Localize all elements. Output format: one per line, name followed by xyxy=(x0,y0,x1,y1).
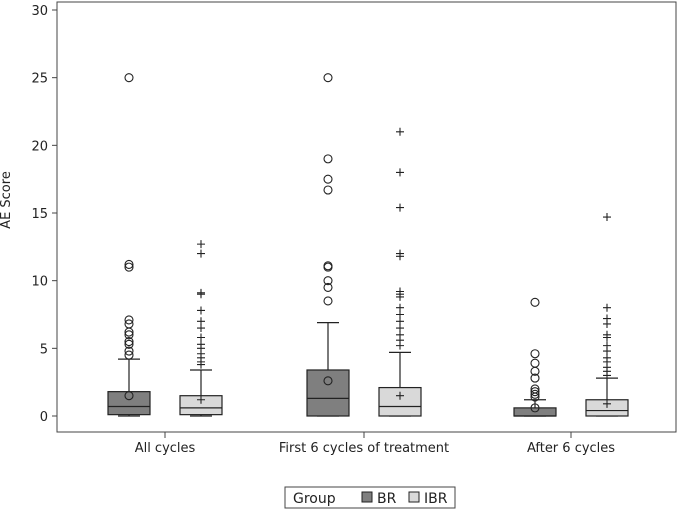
outlier-point xyxy=(396,203,404,212)
outlier-point xyxy=(530,389,540,399)
boxes xyxy=(107,322,629,417)
outlier-point xyxy=(530,373,540,383)
outlier-point xyxy=(197,324,205,333)
box-br-1 xyxy=(107,358,151,417)
outlier-point xyxy=(396,303,404,312)
box-ibr-2 xyxy=(378,351,422,417)
outlier-point xyxy=(603,303,611,312)
outlier-point xyxy=(396,127,404,136)
y-tick-label: 25 xyxy=(31,72,48,87)
legend-entries: BR IBR xyxy=(361,491,448,507)
x-tick-label: All cycles xyxy=(135,441,196,456)
outlier-point xyxy=(396,168,404,177)
outlier-point xyxy=(396,287,404,296)
outlier-point xyxy=(124,315,134,325)
outlier-point xyxy=(124,337,134,347)
outlier-point xyxy=(603,330,611,339)
x-tick-label: First 6 cycles of treatment xyxy=(279,441,449,456)
x-tick-label: After 6 cycles xyxy=(527,441,615,456)
outlier-point xyxy=(323,154,333,164)
outlier-point xyxy=(197,240,205,249)
x-axis: All cycles First 6 cycles of treatment Aft… xyxy=(135,432,615,456)
legend: Group BR IBR xyxy=(284,486,456,509)
outlier-point xyxy=(603,314,611,323)
legend-label: IBR xyxy=(424,491,448,507)
outlier-point xyxy=(396,249,404,258)
y-tick-label: 5 xyxy=(40,342,48,357)
outlier-point xyxy=(530,349,540,359)
outlier-point xyxy=(124,339,134,349)
legend-title: Group xyxy=(293,491,336,507)
outlier-point xyxy=(323,73,333,83)
plot-frame xyxy=(56,1,677,433)
outlier-point xyxy=(197,288,205,297)
box-br-3 xyxy=(513,399,557,417)
legend-label: BR xyxy=(377,491,397,507)
plot-area xyxy=(56,1,677,433)
outlier-point xyxy=(530,384,540,394)
outlier-point xyxy=(323,296,333,306)
outlier-point xyxy=(197,340,205,349)
y-tick-label: 30 xyxy=(31,4,48,19)
mean-marker xyxy=(396,391,404,400)
outlier-point xyxy=(323,261,333,271)
outlier-point xyxy=(396,324,404,333)
outlier-point xyxy=(603,341,611,350)
box-ibr-3 xyxy=(585,377,629,417)
box-body xyxy=(107,391,151,416)
outlier-point xyxy=(197,306,205,315)
outlier-point xyxy=(197,333,205,342)
mean-marker xyxy=(124,391,134,401)
outlier-point xyxy=(396,317,404,326)
outlier-point xyxy=(396,330,404,339)
mean-marker xyxy=(323,376,333,386)
outlier-point xyxy=(124,346,134,356)
outlier-point xyxy=(603,213,611,222)
box-ibr-1 xyxy=(179,369,223,417)
y-tick-label: 0 xyxy=(40,410,48,425)
outlier-point xyxy=(124,73,134,83)
mean-marker xyxy=(530,403,540,413)
mean-marker xyxy=(603,399,611,408)
outlier-point xyxy=(197,317,205,326)
legend-swatch xyxy=(361,491,373,503)
outlier-point xyxy=(197,249,205,258)
y-tick-label: 15 xyxy=(31,207,48,222)
outlier-point xyxy=(530,358,540,368)
outlier-point xyxy=(396,310,404,319)
box-br-2 xyxy=(306,322,350,417)
box-body xyxy=(585,399,629,417)
outlier-point xyxy=(323,185,333,195)
outlier-point xyxy=(323,174,333,184)
outliers xyxy=(124,73,611,402)
box-body xyxy=(378,386,422,417)
box-body xyxy=(306,369,350,417)
mean-marker xyxy=(197,395,205,404)
outlier-point xyxy=(603,353,611,362)
outlier-point xyxy=(530,387,540,397)
outlier-point xyxy=(530,297,540,307)
outlier-point xyxy=(323,276,333,286)
outlier-point xyxy=(124,262,134,272)
outlier-point xyxy=(124,330,134,340)
y-tick-label: 20 xyxy=(31,139,48,154)
box-body xyxy=(179,395,223,416)
outlier-point xyxy=(323,282,333,292)
outlier-point xyxy=(124,350,134,360)
y-axis: 0 5 10 15 20 25 30 xyxy=(31,4,57,425)
legend-swatch xyxy=(408,491,420,503)
outlier-point xyxy=(124,319,134,329)
outlier-point xyxy=(124,259,134,269)
y-tick-label: 10 xyxy=(31,275,48,290)
y-axis-title: AE Score xyxy=(0,171,14,229)
